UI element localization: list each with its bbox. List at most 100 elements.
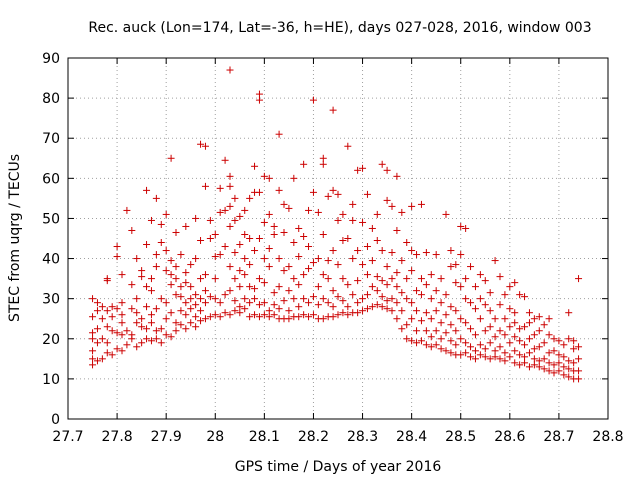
data-point xyxy=(496,355,504,363)
data-point xyxy=(89,361,97,369)
data-point xyxy=(260,279,268,287)
data-point xyxy=(540,355,548,363)
data-point xyxy=(329,186,337,194)
data-point xyxy=(118,299,126,307)
data-point xyxy=(417,291,425,299)
data-point xyxy=(442,311,450,319)
data-point xyxy=(265,313,273,321)
data-point xyxy=(93,307,101,315)
x-tick-label: 28 xyxy=(206,429,224,445)
data-point xyxy=(530,355,538,363)
data-point xyxy=(201,315,209,323)
data-point xyxy=(138,323,146,331)
data-point xyxy=(241,255,249,263)
data-point xyxy=(265,263,273,271)
data-point xyxy=(403,295,411,303)
data-point xyxy=(216,184,224,192)
data-point xyxy=(467,299,475,307)
data-point xyxy=(236,241,244,249)
data-point xyxy=(363,190,371,198)
data-point xyxy=(157,325,165,333)
data-point xyxy=(511,359,519,367)
data-point xyxy=(516,325,524,333)
data-point xyxy=(216,251,224,259)
data-point xyxy=(496,273,504,281)
data-point xyxy=(246,283,254,291)
data-point xyxy=(525,319,533,327)
data-point xyxy=(550,369,558,377)
data-point xyxy=(192,323,200,331)
data-point xyxy=(108,313,116,321)
data-point xyxy=(231,275,239,283)
data-point xyxy=(417,275,425,283)
data-point xyxy=(103,349,111,357)
data-point xyxy=(457,283,465,291)
data-point xyxy=(152,263,160,271)
data-point xyxy=(486,307,494,315)
data-point xyxy=(344,303,352,311)
data-point xyxy=(241,230,249,238)
data-point xyxy=(457,251,465,259)
data-point xyxy=(270,222,278,230)
data-point xyxy=(300,232,308,240)
data-point xyxy=(275,130,283,138)
data-point xyxy=(133,255,141,263)
data-point xyxy=(511,333,519,341)
data-point xyxy=(143,325,151,333)
data-point xyxy=(545,349,553,357)
data-point xyxy=(113,329,121,337)
data-point xyxy=(260,172,268,180)
data-point xyxy=(417,317,425,325)
data-point xyxy=(521,293,529,301)
x-tick-label: 27.9 xyxy=(151,429,182,445)
data-point xyxy=(231,297,239,305)
data-point xyxy=(192,301,200,309)
data-point xyxy=(103,323,111,331)
data-point xyxy=(501,349,509,357)
data-point xyxy=(413,287,421,295)
data-point xyxy=(280,267,288,275)
data-point xyxy=(270,230,278,238)
chart-title: Rec. auck (Lon=174, Lat=-36, h=HE), days… xyxy=(88,20,591,36)
data-point xyxy=(565,335,573,343)
data-point xyxy=(511,319,519,327)
data-point xyxy=(143,283,151,291)
data-point xyxy=(535,327,543,335)
data-point xyxy=(540,339,548,347)
data-point xyxy=(329,313,337,321)
data-point xyxy=(393,315,401,323)
data-point xyxy=(368,257,376,265)
data-point xyxy=(481,327,489,335)
data-point xyxy=(123,327,131,335)
data-point xyxy=(373,301,381,309)
data-point xyxy=(521,353,529,361)
data-point xyxy=(128,226,136,234)
data-point xyxy=(462,295,470,303)
data-point xyxy=(201,182,209,190)
data-point xyxy=(565,365,573,373)
data-point xyxy=(521,341,529,349)
data-point xyxy=(324,275,332,283)
data-point xyxy=(192,291,200,299)
data-point xyxy=(89,329,97,337)
data-point xyxy=(432,341,440,349)
data-point xyxy=(162,299,170,307)
data-point xyxy=(201,271,209,279)
data-point xyxy=(221,156,229,164)
data-point xyxy=(93,357,101,365)
data-point xyxy=(147,275,155,283)
data-point xyxy=(334,293,342,301)
data-point xyxy=(89,295,97,303)
data-point xyxy=(501,291,509,299)
data-point xyxy=(236,283,244,291)
data-point xyxy=(447,247,455,255)
data-point xyxy=(275,305,283,313)
data-point xyxy=(422,327,430,335)
data-point xyxy=(506,305,514,313)
data-point xyxy=(486,289,494,297)
data-point xyxy=(496,343,504,351)
data-point xyxy=(457,351,465,359)
data-point xyxy=(329,287,337,295)
x-axis-ticks: 27.7 27.8 27.9 28 28.1 28.2 28.3 28.4 28.5 28.6 28… xyxy=(52,58,624,445)
data-point xyxy=(437,275,445,283)
